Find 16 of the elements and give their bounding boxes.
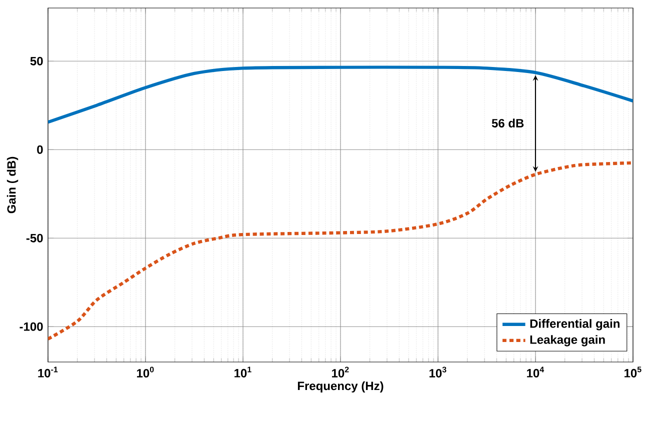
x-tick-label: 10$^{3}$ xyxy=(430,366,446,378)
x-tick-label: 10$^{2}$ xyxy=(332,366,349,378)
legend-label: Leakage gain xyxy=(530,335,605,346)
x-axis-title: Frequency (Hz) xyxy=(298,381,384,393)
legend-label: Differential gain xyxy=(530,319,620,330)
x-tick-label: 10$^{0}$ xyxy=(137,366,154,378)
y-tick-label: 50 xyxy=(30,56,43,66)
x-tick-label: 10$^{-1}$ xyxy=(38,366,58,378)
y-tick-label: -50 xyxy=(26,234,43,242)
annotation: 56 dB xyxy=(492,118,524,128)
x-tick-label: 10$^{4}$ xyxy=(527,366,544,378)
y-tick-label: 0 xyxy=(37,145,43,154)
y-axis-title: Gain ( dB) xyxy=(6,156,18,214)
x-tick-label: 10$^{1}$ xyxy=(234,366,252,378)
y-tick-label: -100 xyxy=(20,322,43,331)
x-tick-label: 10$^{5}$ xyxy=(624,366,642,378)
